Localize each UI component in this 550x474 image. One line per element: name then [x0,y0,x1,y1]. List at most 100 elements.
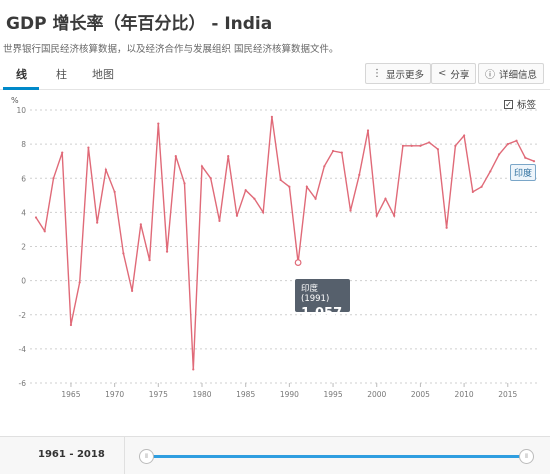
data-point[interactable] [183,182,186,185]
data-point[interactable] [515,139,518,142]
data-point[interactable] [454,144,457,147]
range-start-handle[interactable]: ⦀ [139,449,154,464]
share-icon: < [438,68,447,79]
data-point[interactable] [314,197,317,200]
data-point[interactable] [532,160,536,163]
range-slider-track[interactable] [146,455,528,458]
y-tick-label: -4 [19,345,27,354]
tab-bar[interactable]: 柱 [56,68,67,81]
data-point[interactable] [253,197,256,200]
details-label: 详细信息 [499,69,538,81]
data-tooltip: 印度 (1991) 1.057 [295,279,350,321]
share-label: 分享 [450,69,470,81]
data-point[interactable] [497,153,501,156]
data-point[interactable] [43,230,46,233]
x-tick-label: 2010 [455,390,474,399]
data-point[interactable] [340,151,343,154]
y-tick-label: 0 [21,277,26,286]
data-point[interactable] [331,149,335,153]
time-range-bar: 1961 - 2018 ⦀ ⦀ [0,436,550,474]
data-point[interactable] [489,170,492,173]
info-icon: ⓘ [485,70,495,81]
show-more-label: 显示更多 [386,69,425,81]
data-point[interactable] [148,259,151,262]
data-point[interactable] [78,281,81,284]
data-point[interactable] [227,154,230,158]
page-title: GDP 增长率（年百分比） - India [6,14,273,34]
tooltip-value: 1.057 [301,306,343,321]
y-tick-label: 8 [21,140,26,149]
data-point[interactable] [262,211,265,214]
data-point[interactable] [445,226,448,229]
y-tick-label: 6 [21,174,26,183]
data-point[interactable] [410,144,413,147]
series-badge[interactable]: 印度 [510,164,537,181]
x-tick-label: 1980 [192,390,211,399]
data-point[interactable] [61,151,64,154]
x-tick-label: 1995 [324,390,343,399]
tab-map[interactable]: 地图 [92,68,114,81]
data-point[interactable] [157,122,160,125]
data-point[interactable] [122,252,125,255]
tab-line[interactable]: 线 [16,68,27,81]
data-point[interactable] [428,141,431,144]
x-tick-label: 1990 [280,390,299,399]
data-point[interactable] [200,165,204,168]
data-point[interactable] [131,289,134,292]
x-tick-label: 1970 [105,390,124,399]
data-point[interactable] [401,144,405,147]
y-tick-label: 2 [21,243,26,252]
tooltip-label: 印度 (1991) [301,284,330,304]
y-tick-label: 4 [21,208,26,217]
label-toggle-text: 标签 [517,100,537,111]
series-line[interactable] [35,116,535,370]
data-point[interactable] [69,323,73,327]
data-point[interactable] [139,223,142,226]
details-button[interactable]: ⓘ 详细信息 [478,63,545,84]
data-point[interactable] [471,190,474,193]
data-point[interactable] [419,144,422,147]
footer-divider [124,437,125,474]
data-point[interactable] [480,185,483,188]
data-point[interactable] [288,185,291,188]
list-icon: ⋮ [372,68,382,79]
x-tick-label: 1985 [236,390,255,399]
data-point[interactable] [104,168,107,171]
data-point[interactable] [524,156,527,159]
data-point[interactable] [358,173,361,176]
data-point[interactable] [463,134,466,137]
data-point[interactable] [113,190,116,193]
data-point[interactable] [305,185,308,188]
data-point[interactable] [165,250,169,253]
data-point[interactable] [393,214,396,217]
data-point[interactable] [174,154,177,158]
data-point[interactable] [87,146,90,149]
x-tick-label: 2005 [411,390,430,399]
checkbox-icon: ✓ [504,99,513,109]
data-point[interactable] [218,219,221,223]
data-point[interactable] [436,148,439,151]
gdp-growth-chart: %10 8 6 4 2 0 -2 -4 -6 1965 1970 1975 1980 1985 1990 19… [11,96,540,399]
data-point[interactable] [375,214,378,217]
highlighted-data-point[interactable] [294,259,302,266]
data-point[interactable] [384,197,387,200]
data-point[interactable] [209,177,212,180]
data-point[interactable] [34,216,38,219]
y-tick-label: -2 [19,311,27,320]
label-toggle[interactable]: ✓ 标签 [504,97,536,111]
data-point[interactable] [192,368,195,371]
data-point[interactable] [349,209,352,212]
data-point[interactable] [279,178,282,182]
data-point[interactable] [323,165,326,168]
show-more-button[interactable]: ⋮ 显示更多 [365,63,432,84]
active-tab-indicator [3,87,39,90]
data-point[interactable] [506,143,509,146]
data-point[interactable] [96,221,99,224]
data-point[interactable] [235,214,239,217]
share-button[interactable]: < 分享 [431,63,477,84]
range-end-handle[interactable]: ⦀ [519,449,534,464]
data-point[interactable] [52,177,55,180]
data-point[interactable] [270,115,273,118]
data-point[interactable] [366,129,370,132]
data-point[interactable] [244,189,247,192]
